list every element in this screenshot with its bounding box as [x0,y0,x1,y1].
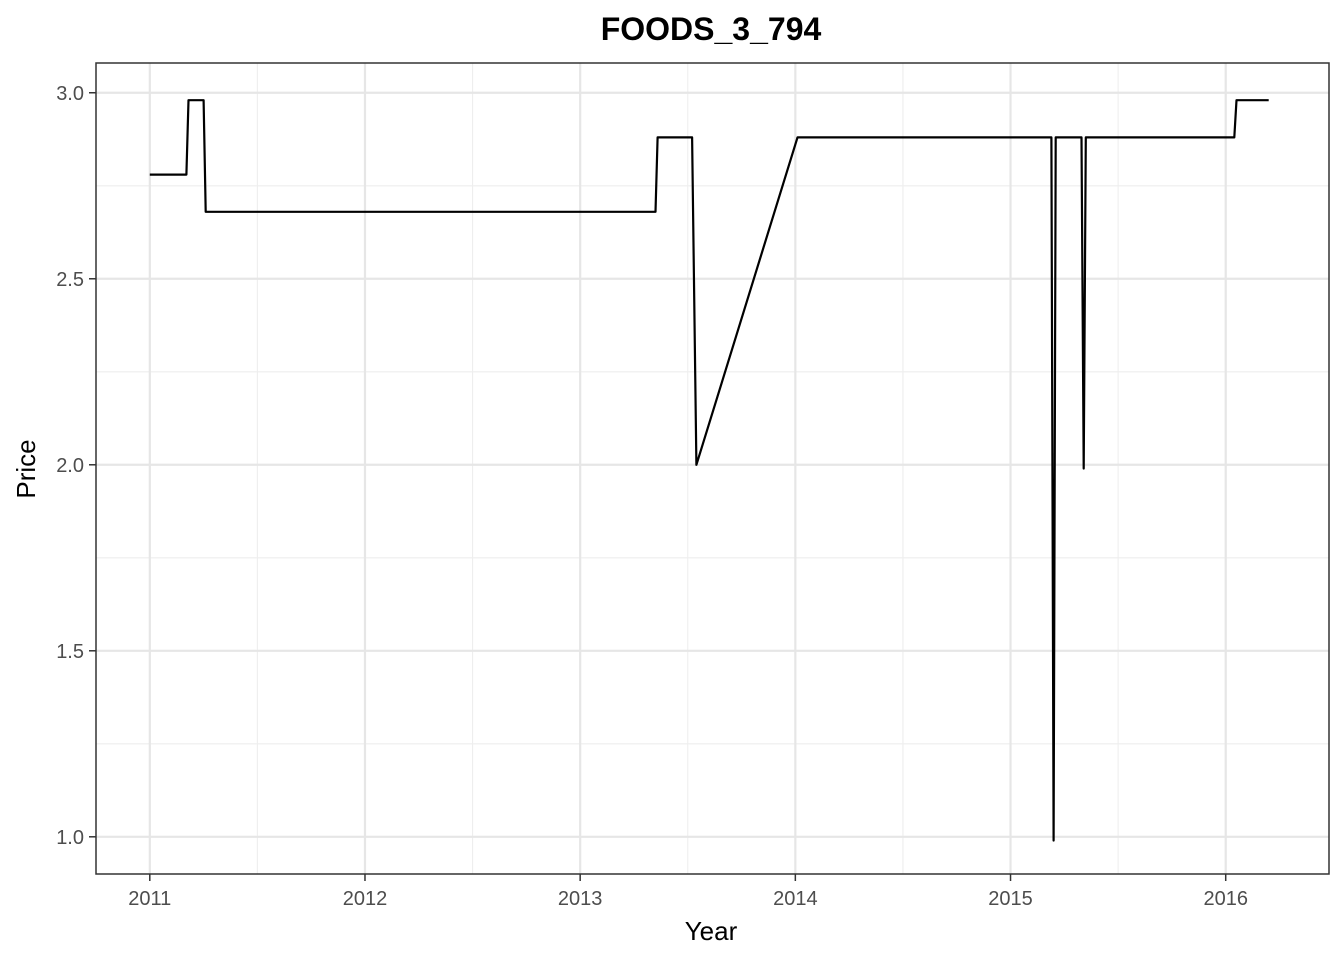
x-tick-label: 2015 [988,888,1033,910]
x-tick-label: 2014 [773,888,818,910]
x-tick-label: 2016 [1203,888,1248,910]
plot-panel-border [95,62,1330,875]
minor-gridlines [96,63,1329,874]
price-series-line [149,99,1269,842]
y-tick-label: 2.5 [56,269,84,291]
x-tick-label: 2011 [128,888,171,910]
y-tick-label: 2.0 [56,455,84,477]
y-tick-label: 1.5 [56,641,84,663]
y-tick-label: 1.0 [56,827,84,849]
y-axis-ticks: 1.0 1.5 2.0 2.5 3.0 [56,83,96,849]
chart-title: FOODS_3_794 [601,11,822,47]
y-axis-title: Price [11,439,41,498]
major-gridlines [96,63,1329,874]
x-axis-title: Year [685,916,738,946]
x-axis-ticks: 2011 2012 2013 2014 2015 2016 [128,874,1248,910]
y-tick-label: 3.0 [56,83,84,105]
x-tick-label: 2013 [558,888,603,910]
x-tick-label: 2012 [343,888,388,910]
